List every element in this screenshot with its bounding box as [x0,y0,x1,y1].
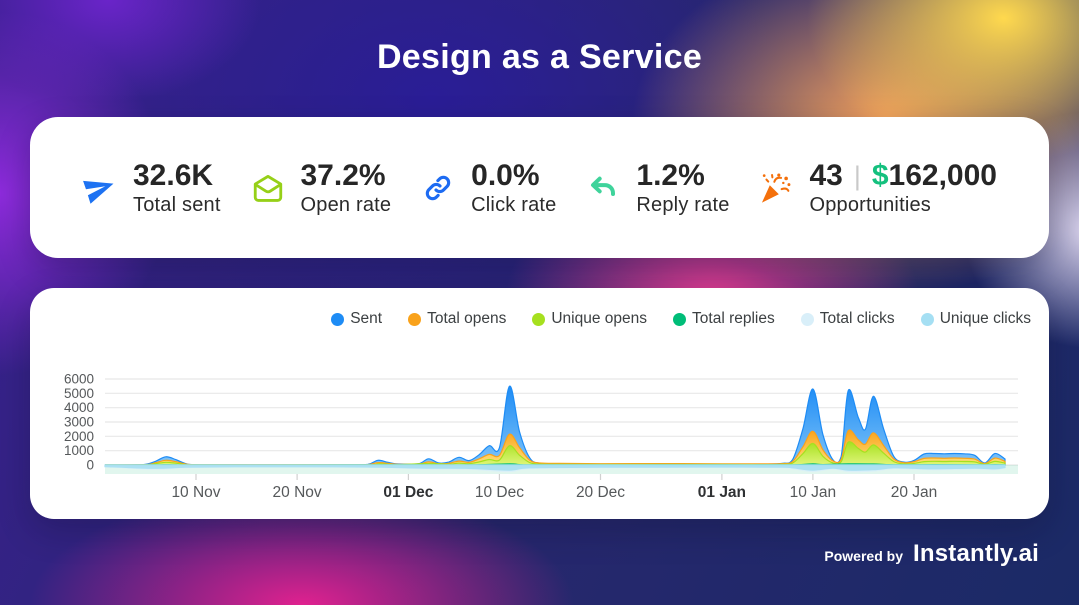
stat-opportunities: 43 | $162,000 Opportunities [758,159,997,217]
svg-text:3000: 3000 [64,415,94,430]
stat-value: 37.2% [300,158,386,192]
amount-value: 162,000 [888,158,997,192]
legend-dot [920,312,934,326]
svg-text:0: 0 [86,458,94,473]
svg-text:4000: 4000 [64,400,94,415]
stat-open-rate: 37.2% Open rate [250,159,392,217]
envelope-open-icon [250,170,286,206]
svg-text:2000: 2000 [64,429,94,444]
legend-item-total-clicks[interactable]: Total clicks [800,310,895,328]
divider: | [853,160,861,191]
stat-label: Open rate [300,193,392,216]
page-title: Design as a Service [376,38,703,76]
stat-value: 1.2% [636,158,705,192]
stat-click-rate: 0.0% Click rate [420,159,556,217]
powered-by-label: Powered by [824,548,903,564]
legend-item-unique-clicks[interactable]: Unique clicks [920,310,1031,328]
stat-label: Total sent [133,193,221,216]
legend-label: Unique opens [551,310,648,327]
legend-label: Total clicks [819,310,895,327]
stat-value: 32.6K [133,158,214,192]
stat-label: Opportunities [809,193,931,216]
legend-item-unique-opens[interactable]: Unique opens [532,310,647,328]
svg-text:5000: 5000 [64,386,94,401]
svg-text:10 Jan: 10 Jan [790,484,837,501]
legend-label: Sent [350,310,383,327]
legend-label: Unique clicks [939,310,1031,327]
party-popper-icon [758,170,794,206]
opportunities-amount: $162,000 [872,159,997,192]
stat-reply-rate: 1.2% Reply rate [585,159,729,217]
legend-dot [673,312,687,326]
svg-text:01 Dec: 01 Dec [383,484,433,501]
reply-arrow-icon [585,170,621,206]
svg-text:1000: 1000 [64,443,94,458]
legend-label: Total replies [692,310,775,327]
svg-text:10 Nov: 10 Nov [171,484,220,501]
link-icon [420,170,456,206]
chart-legend: Sent Total opens Unique opens Total replies… [30,310,1031,328]
svg-text:01 Jan: 01 Jan [698,484,746,501]
stat-value: 0.0% [471,158,540,192]
svg-text:20 Jan: 20 Jan [891,484,938,501]
legend-item-total-opens[interactable]: Total opens [408,310,506,328]
svg-text:20 Dec: 20 Dec [576,484,625,501]
stat-label: Click rate [471,193,557,216]
instantly-logo: Instantly.ai [913,540,1039,567]
svg-text:6000: 6000 [64,372,94,387]
stat-total-sent: 32.6K Total sent [82,159,221,217]
paper-plane-icon [82,170,118,206]
legend-dot [408,312,422,326]
footer-branding: Powered by Instantly.ai [824,540,1039,568]
opportunities-count: 43 [809,158,843,192]
legend-dot [800,312,814,326]
currency-symbol: $ [871,158,889,192]
legend-item-total-replies[interactable]: Total replies [673,310,775,328]
legend-label: Total opens [427,310,507,327]
legend-dot [331,312,345,326]
stats-card: 32.6K Total sent 37.2% Open rate [30,117,1049,258]
legend-dot [532,312,546,326]
svg-text:20 Nov: 20 Nov [273,484,322,501]
svg-text:10 Dec: 10 Dec [475,484,524,501]
chart-card: Sent Total opens Unique opens Total replies… [30,288,1049,519]
legend-item-sent[interactable]: Sent [331,310,382,328]
stat-label: Reply rate [636,193,730,216]
